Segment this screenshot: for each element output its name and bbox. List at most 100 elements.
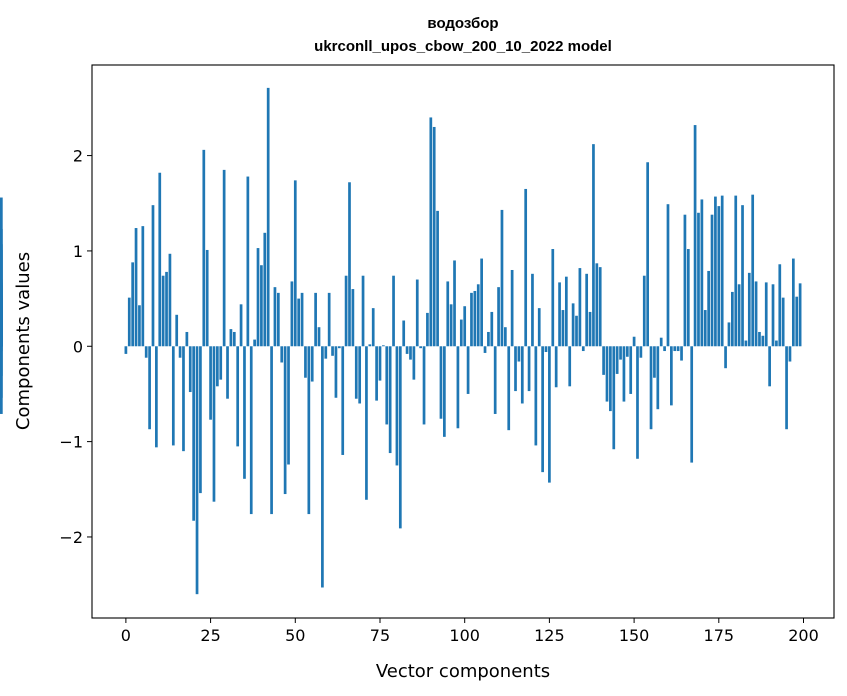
bar-118 bbox=[524, 188, 528, 347]
bar-19 bbox=[188, 346, 192, 393]
bar-1 bbox=[127, 297, 131, 347]
bar-112 bbox=[504, 327, 507, 347]
bar-160 bbox=[666, 204, 670, 347]
bar-7 bbox=[148, 346, 151, 430]
bar-108 bbox=[490, 311, 494, 347]
bar-125 bbox=[548, 346, 551, 483]
bar-109 bbox=[493, 346, 497, 414]
bar-141 bbox=[602, 346, 605, 375]
bar-18 bbox=[185, 331, 189, 347]
bar-191 bbox=[771, 284, 775, 347]
bar-9 bbox=[155, 346, 158, 448]
bar-76 bbox=[382, 345, 385, 347]
bar-69 bbox=[358, 346, 362, 404]
bar-157 bbox=[656, 346, 660, 410]
bar-164 bbox=[680, 346, 683, 361]
bar-28 bbox=[219, 346, 223, 380]
x-axis-label: Vector components bbox=[376, 661, 550, 682]
bar-3 bbox=[134, 228, 138, 347]
chart-title-group: водозбор ukrconll_upos_cbow_200_10_2022 … bbox=[314, 15, 612, 55]
bar-80 bbox=[395, 346, 399, 466]
bar-136 bbox=[585, 273, 589, 347]
bar-114 bbox=[510, 269, 514, 347]
bar-159 bbox=[663, 346, 666, 352]
y-tick-label: 2 bbox=[73, 147, 83, 166]
bar-178 bbox=[727, 322, 731, 347]
bar-156 bbox=[653, 346, 656, 378]
bar-97 bbox=[453, 260, 456, 347]
bar-62 bbox=[334, 346, 338, 398]
bar-167 bbox=[690, 346, 694, 463]
bar-55 bbox=[310, 346, 314, 382]
bar-148 bbox=[625, 346, 629, 357]
bar-56 bbox=[314, 292, 317, 347]
bars-group bbox=[0, 87, 802, 595]
bar-101 bbox=[466, 346, 470, 394]
bar-45 bbox=[276, 292, 280, 347]
bar-68 bbox=[354, 346, 358, 399]
bar-129 bbox=[561, 310, 565, 347]
bar-146 bbox=[619, 346, 622, 360]
bar-83 bbox=[405, 346, 409, 354]
x-tick-label: 50 bbox=[285, 626, 305, 645]
bar-26 bbox=[212, 346, 216, 502]
x-tick-label: 25 bbox=[200, 626, 220, 645]
bar-39 bbox=[256, 248, 260, 347]
bar-57 bbox=[317, 327, 321, 347]
bar-189 bbox=[764, 282, 768, 347]
bar-20 bbox=[192, 346, 195, 521]
y-tick-label: −1 bbox=[59, 433, 83, 452]
bar-186 bbox=[754, 281, 758, 347]
bar-85 bbox=[412, 346, 416, 380]
bar-130 bbox=[564, 276, 568, 347]
x-tick-label: 125 bbox=[534, 626, 565, 645]
bar-158 bbox=[659, 337, 663, 347]
x-tick-label: 75 bbox=[370, 626, 390, 645]
bar-36 bbox=[246, 176, 250, 347]
bar-121 bbox=[534, 346, 538, 446]
bar-126 bbox=[551, 249, 555, 347]
bar-2 bbox=[131, 262, 135, 347]
bar-151 bbox=[636, 346, 639, 459]
bar-5 bbox=[141, 226, 145, 347]
bar-182 bbox=[741, 205, 744, 347]
bar-161 bbox=[670, 346, 673, 406]
bar-54 bbox=[307, 346, 311, 515]
bar-113 bbox=[507, 346, 511, 431]
bar-154 bbox=[646, 162, 650, 347]
bar-168 bbox=[693, 125, 697, 347]
bar-175 bbox=[717, 206, 721, 347]
bar-115 bbox=[514, 346, 517, 392]
bar-197 bbox=[791, 258, 795, 347]
bar-172 bbox=[707, 270, 710, 347]
bar-23 bbox=[202, 149, 206, 347]
y-tick-label: −2 bbox=[59, 528, 83, 547]
bar-22 bbox=[199, 346, 202, 494]
bar-133 bbox=[575, 315, 578, 347]
bar-30 bbox=[226, 346, 229, 399]
bar-81 bbox=[398, 346, 402, 529]
bar-48 bbox=[287, 346, 290, 465]
bar-110 bbox=[497, 287, 500, 347]
bar-180 bbox=[734, 195, 738, 347]
bar-96 bbox=[449, 304, 453, 347]
bar-87 bbox=[419, 346, 422, 349]
bar-179 bbox=[731, 291, 734, 347]
bar-74 bbox=[375, 346, 378, 401]
plot-frame bbox=[91, 64, 835, 619]
bar-89 bbox=[426, 312, 429, 347]
bar-88 bbox=[422, 346, 426, 425]
bar-194 bbox=[781, 297, 785, 347]
bar-155 bbox=[649, 346, 653, 430]
bar-60 bbox=[327, 292, 331, 347]
bar-140 bbox=[598, 267, 602, 347]
bar-16 bbox=[178, 346, 182, 358]
bar-10 bbox=[158, 172, 162, 347]
bar-124 bbox=[544, 346, 548, 352]
bar-187 bbox=[758, 331, 761, 347]
bar-95 bbox=[446, 281, 450, 347]
bar-undefined bbox=[0, 346, 3, 376]
bar-199 bbox=[798, 283, 802, 347]
bar-181 bbox=[737, 284, 741, 347]
